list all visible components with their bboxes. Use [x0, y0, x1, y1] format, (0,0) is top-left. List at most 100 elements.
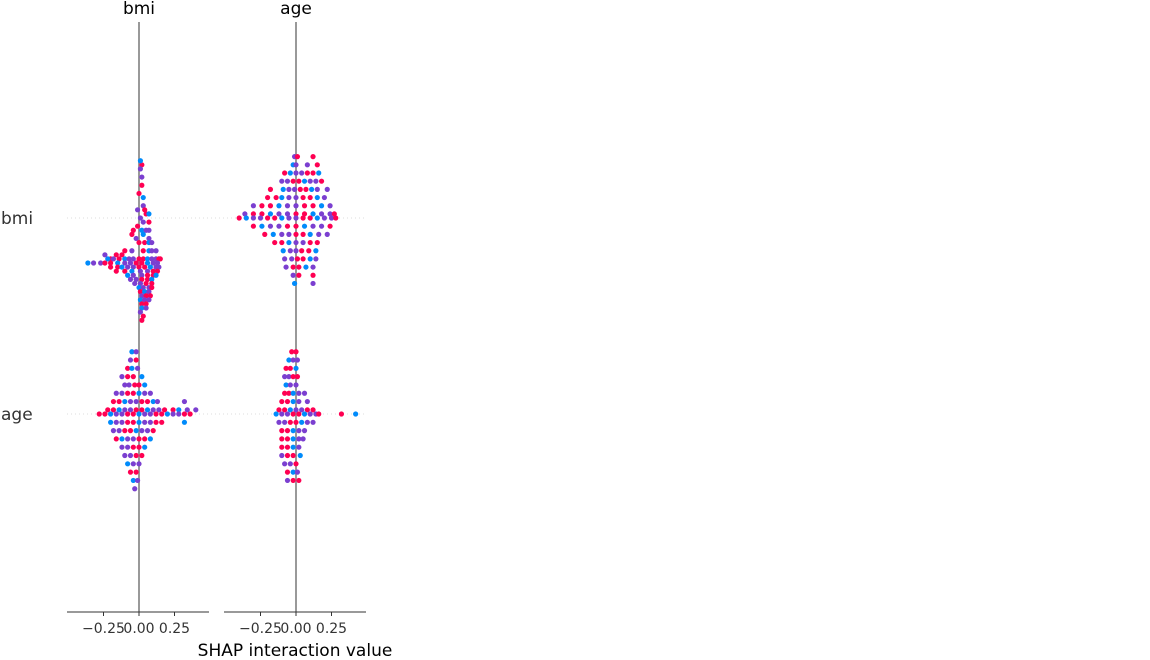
shap-point [119, 390, 125, 396]
shap-point [139, 452, 145, 459]
shap-point [127, 407, 134, 413]
shap-point [146, 227, 152, 233]
x-axis-label: SHAP interaction value [198, 641, 393, 660]
shap-point [327, 223, 333, 229]
shap-point [313, 256, 319, 262]
shap-point [113, 411, 119, 417]
shap-point [143, 293, 149, 299]
shap-point [276, 407, 282, 413]
shap-point [125, 444, 131, 450]
shap-point [127, 452, 134, 459]
shap-point [293, 223, 299, 229]
shap-point [262, 231, 268, 237]
shap-point [265, 194, 271, 201]
shap-point [324, 186, 330, 192]
shap-point [279, 452, 285, 459]
shap-point [142, 382, 148, 388]
shap-point [125, 436, 131, 442]
shap-point [290, 398, 296, 405]
shap-point [134, 223, 141, 229]
shap-point [142, 264, 148, 270]
shap-point [130, 461, 136, 467]
shap-point [279, 215, 285, 221]
shap-point [293, 215, 299, 221]
shap-point [139, 174, 145, 180]
shap-point [276, 419, 282, 425]
shap-point [130, 256, 136, 262]
shap-point [150, 407, 156, 413]
shap-point [284, 444, 291, 450]
shap-point [307, 194, 313, 201]
shap-point [310, 211, 316, 217]
shap-point [119, 436, 125, 442]
shap-point [270, 231, 276, 237]
shap-point [122, 268, 128, 274]
shap-point [115, 260, 121, 266]
shap-point [282, 256, 288, 262]
shap-point [127, 398, 134, 405]
shap-point [149, 239, 155, 246]
shap-point [105, 256, 111, 262]
shap-point [303, 186, 309, 192]
shap-point [279, 428, 285, 434]
shap-point [127, 428, 134, 434]
shap-point [306, 248, 312, 254]
shap-point [144, 268, 151, 274]
shap-point [134, 207, 141, 213]
shap-point [328, 215, 335, 221]
shap-point [90, 260, 97, 266]
shap-point [127, 357, 134, 363]
shap-point [307, 239, 313, 246]
shap-point [310, 223, 316, 229]
shap-point [318, 178, 325, 184]
shap-point [291, 280, 298, 287]
shap-point [287, 407, 293, 413]
shap-point [290, 178, 296, 184]
shap-point [139, 182, 145, 188]
shap-point [338, 411, 345, 417]
shap-point [156, 407, 162, 413]
shap-point [314, 186, 320, 192]
shap-point [137, 297, 144, 303]
shap-point [176, 411, 182, 417]
shap-point [259, 211, 265, 217]
shap-point [139, 374, 145, 380]
shap-point [293, 382, 299, 388]
shap-point [284, 477, 291, 484]
shap-point [147, 419, 153, 425]
shap-point [314, 194, 320, 201]
shap-point [119, 252, 125, 258]
shap-point [318, 223, 325, 229]
shap-point [144, 256, 151, 262]
shap-point [125, 411, 131, 417]
shap-point [102, 252, 108, 258]
shap-point [276, 203, 282, 209]
shap-point [144, 276, 151, 282]
shap-point [116, 256, 122, 262]
shap-point [294, 357, 301, 363]
shap-point [122, 452, 128, 459]
shap-point [284, 398, 291, 405]
shap-point [143, 305, 149, 311]
shap-point [130, 477, 136, 484]
shap-point [282, 407, 288, 413]
shap-point [293, 162, 299, 168]
shap-point [301, 211, 308, 217]
shap-point [314, 239, 320, 246]
shap-point [127, 469, 134, 475]
shap-point [289, 256, 295, 262]
shap-point [310, 264, 316, 270]
shap-point [282, 170, 288, 176]
shap-point [273, 411, 279, 417]
shap-point [139, 428, 145, 434]
shap-point [290, 272, 296, 278]
shap-point [279, 411, 285, 417]
shap-point [140, 284, 146, 291]
shap-point [284, 436, 291, 442]
shap-point [130, 374, 136, 380]
axes-layer [67, 22, 366, 616]
shap-point [267, 186, 274, 192]
shap-point [142, 411, 148, 417]
x-tick-label: −0.25 [82, 621, 125, 637]
shap-point [130, 390, 136, 396]
